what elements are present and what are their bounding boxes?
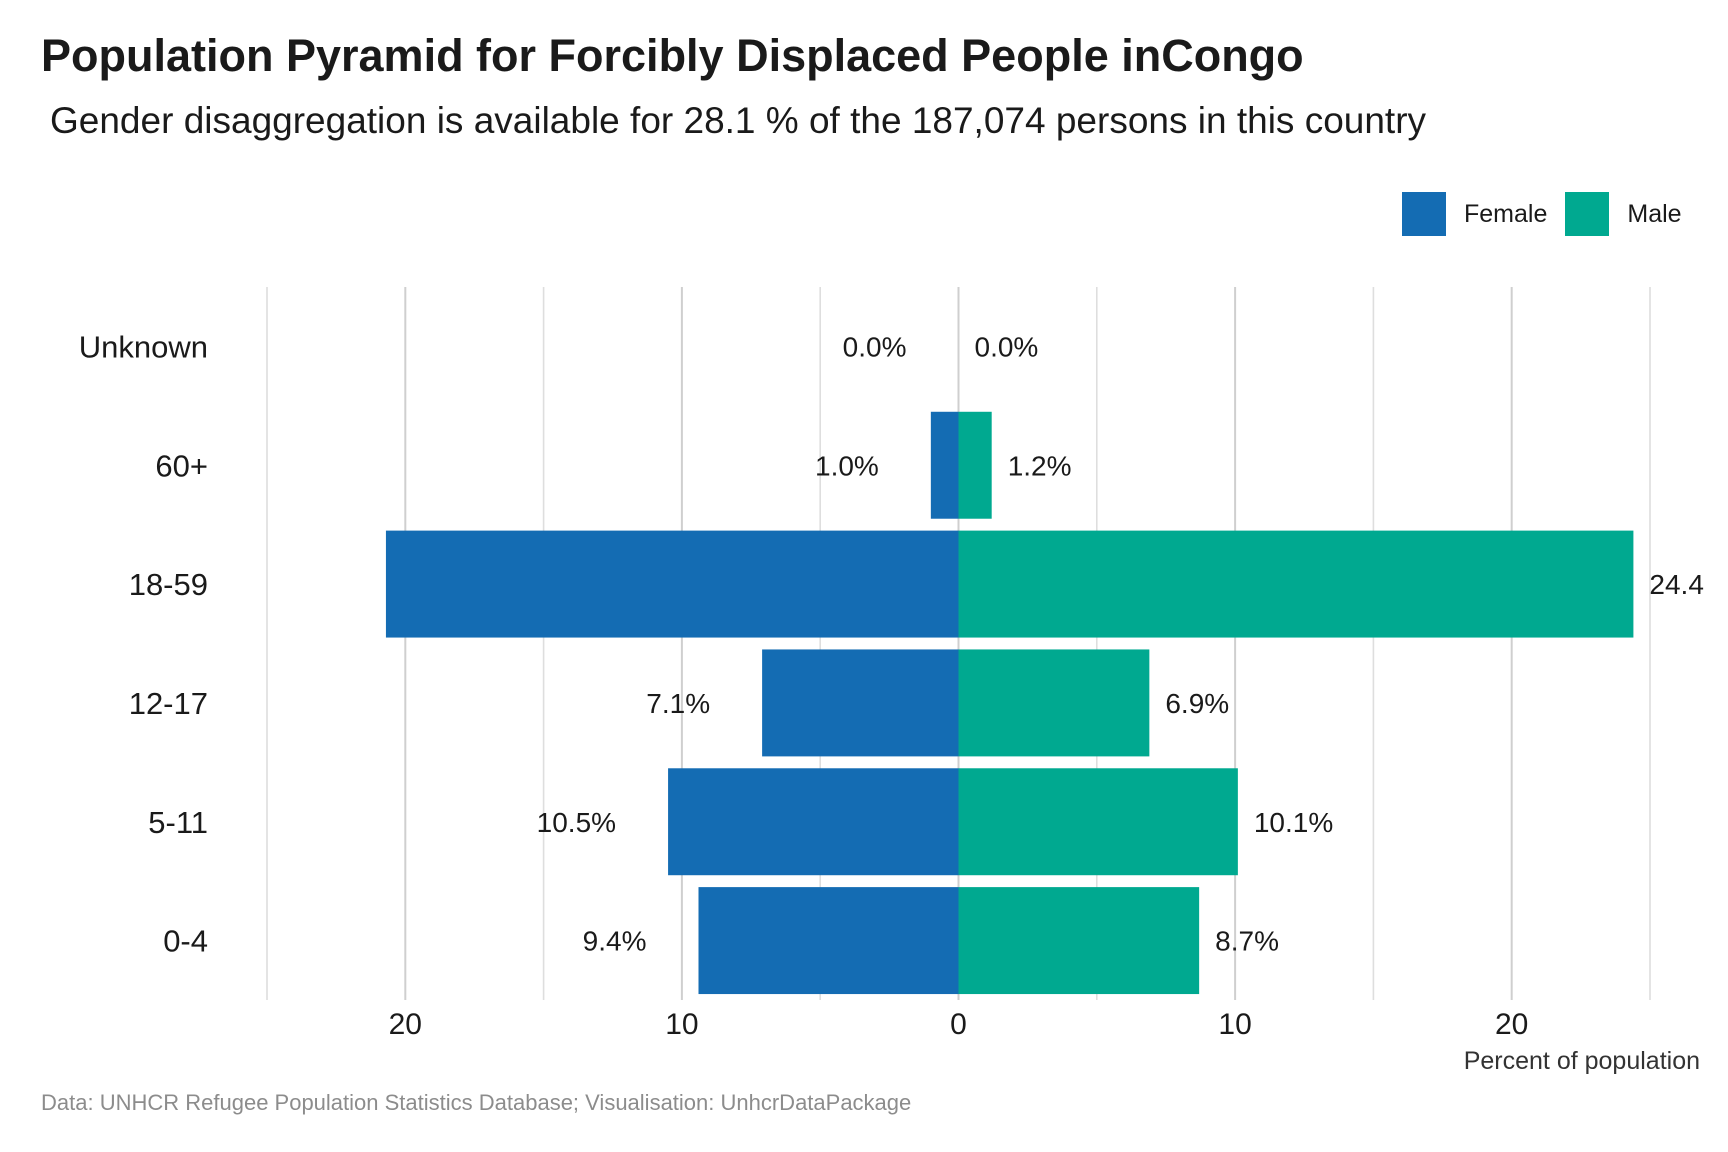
data-label-female: 7.1% <box>646 688 710 719</box>
data-label-female: 1.0% <box>815 450 879 481</box>
bar-female <box>930 411 959 519</box>
bar-male <box>958 768 1238 876</box>
y-tick-label: 5-11 <box>148 805 208 840</box>
data-label-male: 0.0% <box>975 331 1039 362</box>
data-label-male: 6.9% <box>1165 688 1229 719</box>
bar-male <box>958 887 1200 995</box>
legend-swatch-female <box>1402 192 1446 236</box>
bar-female <box>698 887 959 995</box>
x-axis-title: Percent of population <box>1464 1047 1700 1075</box>
chart-title: Population Pyramid for Forcibly Displace… <box>41 30 1304 81</box>
chart-caption: Data: UNHCR Refugee Population Statistic… <box>41 1090 912 1115</box>
x-tick-label: 0 <box>950 1008 967 1041</box>
x-tick-label: 20 <box>389 1008 422 1041</box>
y-tick-label: Unknown <box>79 329 208 364</box>
x-tick-label: 10 <box>1218 1008 1251 1041</box>
legend-item-male: Male <box>1565 192 1699 236</box>
legend: Female Male <box>1402 192 1700 236</box>
bar-male <box>958 649 1150 757</box>
bar-female <box>385 530 959 638</box>
bar-female <box>668 768 959 876</box>
bar-male <box>958 411 992 519</box>
legend-label-male: Male <box>1627 199 1682 228</box>
chart-subtitle: Gender disaggregation is available for 2… <box>50 100 1427 141</box>
y-tick-label: 18-59 <box>129 567 208 602</box>
data-label-male: 8.7% <box>1215 926 1279 957</box>
bar-male <box>958 530 1634 638</box>
legend-swatch-male <box>1565 192 1610 236</box>
y-tick-label: 60+ <box>155 448 208 483</box>
bar-female <box>762 649 959 757</box>
y-tick-label: 0-4 <box>163 924 208 959</box>
data-label-male: 24.4 <box>1649 569 1704 600</box>
x-tick-label: 10 <box>665 1008 698 1041</box>
x-tick-label: 20 <box>1495 1008 1528 1041</box>
y-tick-label: 12-17 <box>129 686 208 721</box>
data-label-male: 1.2% <box>1008 450 1072 481</box>
data-label-female: 0.0% <box>843 331 907 362</box>
data-label-female: 9.4% <box>583 926 647 957</box>
legend-label-female: Female <box>1464 199 1548 228</box>
data-label-female: 10.5% <box>537 807 616 838</box>
data-label-male: 10.1% <box>1254 807 1333 838</box>
legend-item-female: Female <box>1402 192 1565 236</box>
